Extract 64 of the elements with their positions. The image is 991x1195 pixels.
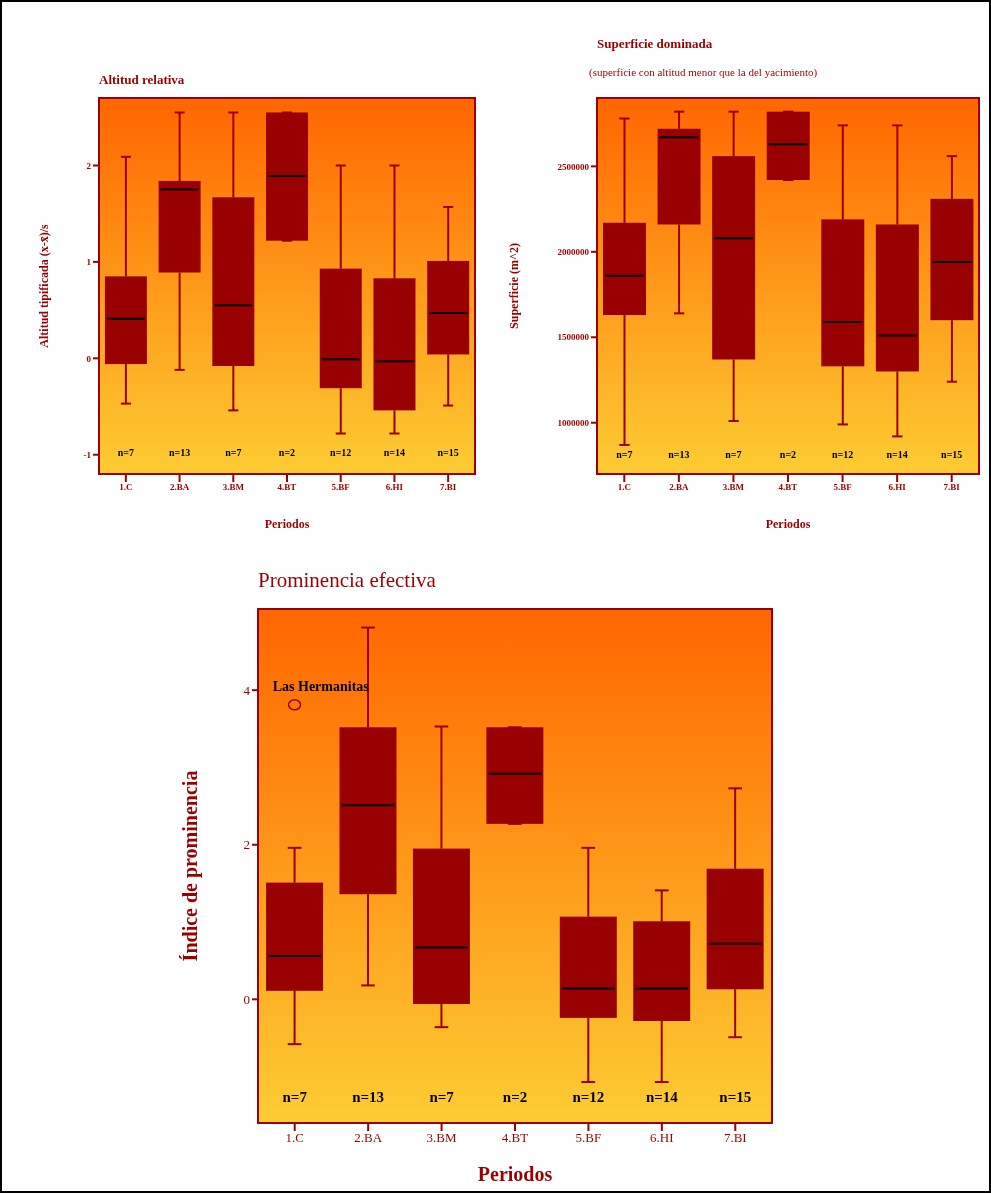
annotation: n=15 [941,449,963,461]
x-tick-label: 5.BF [575,1130,602,1146]
x-tick-label: 4.BT [778,482,798,493]
chart-title: Altitud relativa [99,72,185,88]
x-tick-label: 7.BI [943,482,961,493]
annotation: n=12 [831,449,854,461]
annotation: n=14 [645,1089,679,1106]
annotation: n=12 [330,447,352,459]
annotation: n=7 [429,1089,455,1106]
chart-title: Prominencia efectiva [258,568,436,593]
y-tick-label: 4 [243,682,251,698]
x-tick-label: 1.C [119,482,133,493]
x-tick-label: 6.HI [650,1130,674,1146]
x-tick-label: 2.BA [169,482,190,493]
y-tick-label: 2000000 [557,247,590,258]
y-tick-label: 2 [243,837,250,853]
annotation: n=2 [779,449,797,461]
chart-title: Superficie dominada [597,36,713,52]
y-tick-label: 1000000 [557,417,590,428]
y-tick-label: -1 [83,449,92,460]
annotation: Las Hermanitas [272,678,370,694]
y-tick-label: 0 [243,991,250,1007]
y-axis-title: Altitud tipificada (x-x̄)/s [37,224,52,348]
y-tick-label: 1500000 [557,332,590,343]
x-tick-label: 3.BM [426,1130,457,1146]
annotation: n=13 [668,449,690,461]
x-tick-label: 5.BF [331,482,351,493]
x-axis-title: Periodos [477,1163,553,1185]
annotation: n=2 [502,1089,528,1106]
x-tick-label: 2.BA [354,1130,383,1146]
annotation: n=2 [278,447,296,459]
x-tick-label: 4.BT [277,482,297,493]
annotation: n=13 [168,447,191,459]
y-tick-label: 2 [86,160,92,171]
annotation: n=7 [117,447,134,459]
x-tick-label: 4.BT [501,1130,529,1146]
x-tick-label: 6.HI [385,482,404,493]
x-tick-label: 1.C [617,482,631,493]
annotation: n=7 [725,449,742,461]
annotation: n=7 [225,447,242,459]
annotation: n=7 [616,449,633,461]
y-axis-title: Superficie (m^2) [507,243,522,329]
annotation: n=14 [886,449,908,461]
x-tick-label: 3.BM [722,482,745,493]
chart-subtitle: (superficie con altitud menor que la del yacimiento) [589,66,818,78]
x-axis-title: Periodos [264,517,310,531]
y-tick-label: 0 [86,353,92,364]
x-tick-label: 7.BI [723,1130,747,1146]
annotation: n=7 [282,1089,308,1106]
x-tick-label: 7.BI [440,482,457,493]
x-tick-label: 6.HI [888,482,907,493]
y-tick-label: 1 [86,257,92,268]
annotation: n=12 [572,1089,605,1106]
x-tick-label: 5.BF [833,482,853,493]
x-tick-label: 1.C [285,1130,304,1146]
x-axis-title: Periodos [765,517,811,531]
annotation: n=13 [352,1089,385,1106]
y-axis-title: Índice de prominencia [179,770,203,962]
y-tick-label: 2500000 [557,161,590,172]
x-tick-label: 3.BM [222,482,245,493]
annotation: n=15 [719,1089,752,1106]
x-tick-label: 2.BA [669,482,689,493]
annotation: n=15 [437,447,459,459]
annotation: n=14 [383,447,406,459]
